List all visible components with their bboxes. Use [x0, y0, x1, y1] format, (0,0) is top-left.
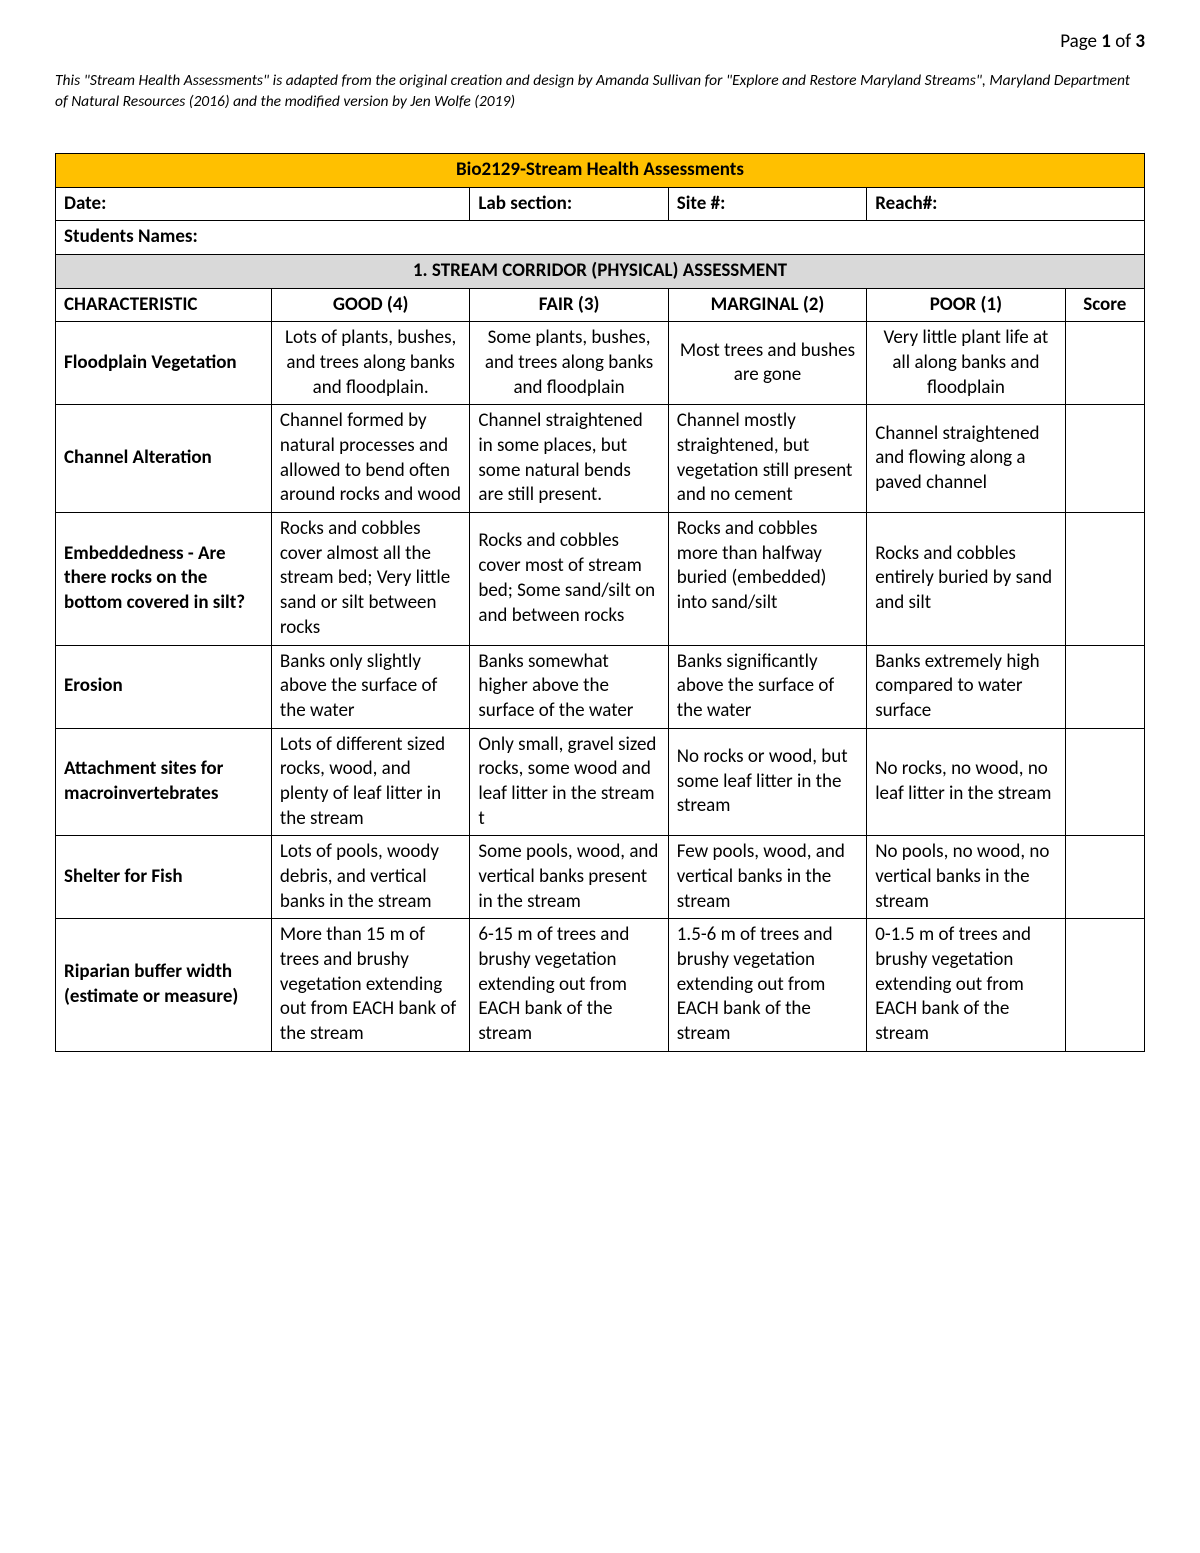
good-cell: Channel formed by natural processes and … [271, 405, 469, 513]
table-row: ErosionBanks only slightly above the sur… [56, 645, 1145, 728]
poor-cell: No rocks, no wood, no leaf litter in the… [867, 728, 1065, 836]
good-cell: Lots of pools, woody debris, and vertica… [271, 836, 469, 919]
lab-section-field[interactable]: Lab section: [470, 187, 668, 221]
good-cell: Banks only slightly above the surface of… [271, 645, 469, 728]
poor-cell: No pools, no wood, no vertical banks in … [867, 836, 1065, 919]
characteristic-cell: Riparian buffer width (estimate or measu… [56, 919, 272, 1051]
table-row: Floodplain VegetationLots of plants, bus… [56, 322, 1145, 405]
marginal-cell: Rocks and cobbles more than halfway buri… [668, 513, 866, 645]
poor-cell: Channel straightened and flowing along a… [867, 405, 1065, 513]
score-cell[interactable] [1065, 645, 1144, 728]
page-sep: of [1111, 30, 1135, 53]
title-row: Bio2129-Stream Health Assessments [56, 153, 1145, 187]
characteristic-cell: Floodplain Vegetation [56, 322, 272, 405]
meta-row-2: Students Names: [56, 221, 1145, 255]
characteristic-cell: Attachment sites for macroinvertebrates [56, 728, 272, 836]
marginal-cell: 1.5-6 m of trees and brushy vegetation e… [668, 919, 866, 1051]
score-cell[interactable] [1065, 919, 1144, 1051]
page-number: Page 1 of 3 [55, 30, 1145, 53]
assessment-table: Bio2129-Stream Health Assessments Date: … [55, 153, 1145, 1052]
fair-cell: Banks somewhat higher above the surface … [470, 645, 668, 728]
col-poor: POOR (1) [867, 288, 1065, 322]
col-score: Score [1065, 288, 1144, 322]
students-field[interactable]: Students Names: [56, 221, 1145, 255]
marginal-cell: Channel mostly straightened, but vegetat… [668, 405, 866, 513]
good-cell: Lots of plants, bushes, and trees along … [271, 322, 469, 405]
page-prefix: Page [1060, 30, 1101, 53]
score-cell[interactable] [1065, 728, 1144, 836]
table-title: Bio2129-Stream Health Assessments [56, 153, 1145, 187]
site-field[interactable]: Site #: [668, 187, 866, 221]
fair-cell: Rocks and cobbles cover most of stream b… [470, 513, 668, 645]
meta-row-1: Date: Lab section: Site #: Reach#: [56, 187, 1145, 221]
fair-cell: Only small, gravel sized rocks, some woo… [470, 728, 668, 836]
poor-cell: 0-1.5 m of trees and brushy vegetation e… [867, 919, 1065, 1051]
good-cell: Lots of different sized rocks, wood, and… [271, 728, 469, 836]
table-row: Embeddedness - Are there rocks on the bo… [56, 513, 1145, 645]
score-cell[interactable] [1065, 322, 1144, 405]
marginal-cell: Few pools, wood, and vertical banks in t… [668, 836, 866, 919]
poor-cell: Very little plant life at all along bank… [867, 322, 1065, 405]
good-cell: More than 15 m of trees and brushy veget… [271, 919, 469, 1051]
poor-cell: Banks extremely high compared to water s… [867, 645, 1065, 728]
characteristic-cell: Erosion [56, 645, 272, 728]
fair-cell: 6-15 m of trees and brushy vegetation ex… [470, 919, 668, 1051]
col-marginal: MARGINAL (2) [668, 288, 866, 322]
reach-field[interactable]: Reach#: [867, 187, 1145, 221]
characteristic-cell: Channel Alteration [56, 405, 272, 513]
table-row: Shelter for FishLots of pools, woody deb… [56, 836, 1145, 919]
score-cell[interactable] [1065, 513, 1144, 645]
characteristic-cell: Embeddedness - Are there rocks on the bo… [56, 513, 272, 645]
table-row: Riparian buffer width (estimate or measu… [56, 919, 1145, 1051]
score-cell[interactable] [1065, 405, 1144, 513]
marginal-cell: No rocks or wood, but some leaf litter i… [668, 728, 866, 836]
column-headers-row: CHARACTERISTIC GOOD (4) FAIR (3) MARGINA… [56, 288, 1145, 322]
table-row: Channel AlterationChannel formed by natu… [56, 405, 1145, 513]
col-characteristic: CHARACTERISTIC [56, 288, 272, 322]
section-header-row: 1. STREAM CORRIDOR (PHYSICAL) ASSESSMENT [56, 254, 1145, 288]
fair-cell: Some plants, bushes, and trees along ban… [470, 322, 668, 405]
page-current: 1 [1101, 30, 1111, 53]
date-field[interactable]: Date: [56, 187, 470, 221]
fair-cell: Channel straightened in some places, but… [470, 405, 668, 513]
table-row: Attachment sites for macroinvertebratesL… [56, 728, 1145, 836]
fair-cell: Some pools, wood, and vertical banks pre… [470, 836, 668, 919]
section-header: 1. STREAM CORRIDOR (PHYSICAL) ASSESSMENT [56, 254, 1145, 288]
good-cell: Rocks and cobbles cover almost all the s… [271, 513, 469, 645]
poor-cell: Rocks and cobbles entirely buried by san… [867, 513, 1065, 645]
attribution-text: This "Stream Health Assessments" is adap… [55, 71, 1145, 113]
page-total: 3 [1135, 30, 1145, 53]
page-container: Page 1 of 3 This "Stream Health Assessme… [0, 0, 1200, 1553]
score-cell[interactable] [1065, 836, 1144, 919]
marginal-cell: Most trees and bushes are gone [668, 322, 866, 405]
characteristic-cell: Shelter for Fish [56, 836, 272, 919]
col-good: GOOD (4) [271, 288, 469, 322]
col-fair: FAIR (3) [470, 288, 668, 322]
marginal-cell: Banks significantly above the surface of… [668, 645, 866, 728]
